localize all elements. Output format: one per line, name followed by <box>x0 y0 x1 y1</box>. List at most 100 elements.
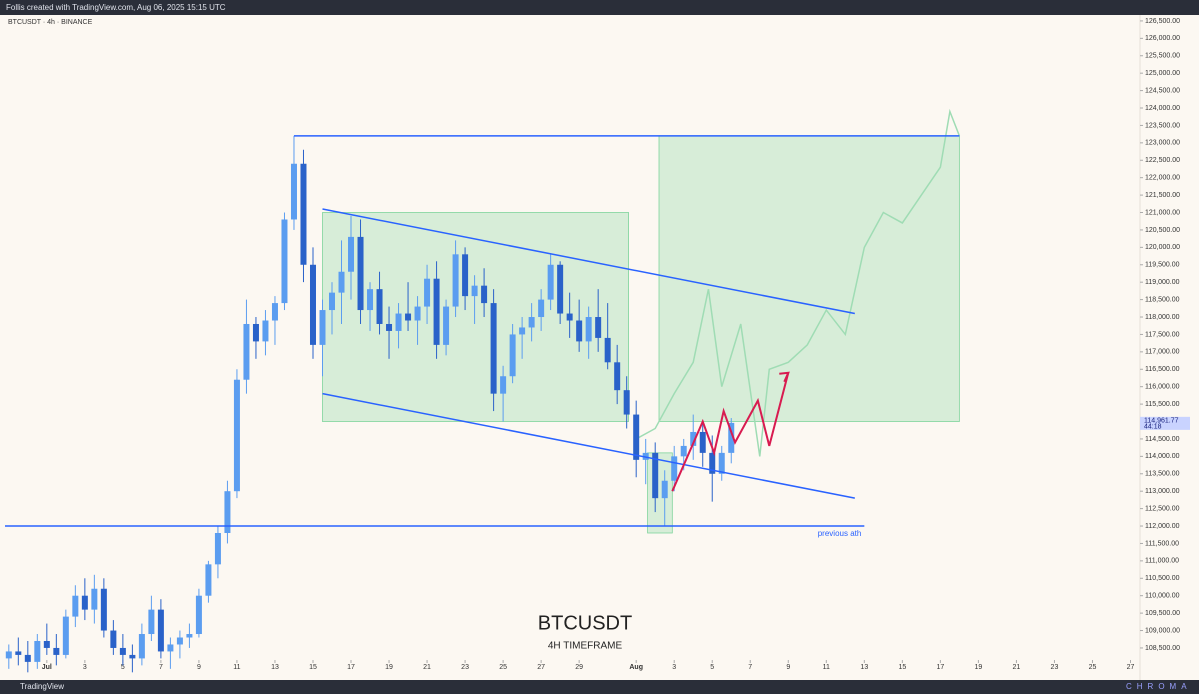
watermark: CHROMA <box>1126 682 1192 691</box>
brand: TradingView <box>20 682 64 691</box>
candle-body <box>129 654 136 659</box>
y-tick-label: 121,000.00 <box>1145 209 1180 216</box>
plot: 108,500.00 109,000.00 109,500.00 110,000.00… <box>5 18 1190 673</box>
candle-body <box>471 285 478 297</box>
x-tick-label: 13 <box>271 664 279 671</box>
y-tick-label: 113,000.00 <box>1145 488 1180 495</box>
candle-body <box>15 651 22 655</box>
watermark-title: BTCUSDT <box>538 612 632 634</box>
candle-body <box>528 317 535 328</box>
x-tick-label: 15 <box>309 664 317 671</box>
candle-body <box>157 609 164 652</box>
x-tick-label: 15 <box>898 664 906 671</box>
y-tick-label: 114,000.00 <box>1145 453 1180 460</box>
candle-body <box>680 445 687 457</box>
y-tick-label: 119,000.00 <box>1145 279 1180 286</box>
candle-body <box>433 278 440 345</box>
y-tick-label: 126,500.00 <box>1145 18 1180 25</box>
candle-body <box>633 414 640 460</box>
price-tag <box>1140 416 1190 430</box>
y-tick-label: 110,000.00 <box>1145 593 1180 600</box>
channel-line <box>322 392 855 499</box>
x-tick-label: 3 <box>672 664 676 671</box>
x-tick-label: 9 <box>786 664 790 671</box>
x-tick-label: 7 <box>159 664 163 671</box>
y-tick-label: 116,500.00 <box>1145 366 1180 373</box>
y-tick-label: 123,000.00 <box>1145 140 1180 147</box>
x-tick-label: 25 <box>1089 664 1097 671</box>
y-tick-label: 124,500.00 <box>1145 87 1180 94</box>
zone <box>658 135 960 422</box>
candle-body <box>699 431 706 453</box>
zone <box>322 212 629 422</box>
y-tick-label: 110,500.00 <box>1145 575 1180 582</box>
candle-body <box>652 452 659 499</box>
candle-body <box>205 564 212 596</box>
top-bar <box>0 0 1199 15</box>
candle-body <box>709 452 716 474</box>
x-tick-label: 13 <box>860 664 868 671</box>
candle-body <box>224 491 231 533</box>
x-tick-label: 29 <box>575 664 583 671</box>
candle-body <box>195 595 202 635</box>
candle-body <box>281 219 288 304</box>
candle-body <box>252 323 259 342</box>
countdown: 44:18 <box>1144 424 1162 431</box>
watermark-subtitle: 4H TIMEFRAME <box>548 641 623 652</box>
x-tick-label: 21 <box>1013 664 1021 671</box>
x-tick-label: 7 <box>748 664 752 671</box>
y-tick-label: 120,500.00 <box>1145 227 1180 234</box>
projection <box>635 108 961 457</box>
x-tick-label: 19 <box>385 664 393 671</box>
candle-body <box>138 634 145 659</box>
candle-body <box>718 452 725 474</box>
candle-body <box>357 236 364 311</box>
candle-body <box>319 310 326 345</box>
candle-body <box>595 317 602 338</box>
price-tag-label: 114,961.77 <box>1144 418 1179 425</box>
candle-body <box>538 299 545 318</box>
candle-body <box>395 313 402 331</box>
candle-body <box>585 317 592 342</box>
candle-body <box>576 320 583 342</box>
y-tick-label: 125,500.00 <box>1145 53 1180 60</box>
candle-body <box>623 390 630 415</box>
y-tick-label: 123,500.00 <box>1145 122 1180 129</box>
y-tick-label: 116,000.00 <box>1145 384 1180 391</box>
candle-body <box>329 292 336 311</box>
candle-body <box>233 379 240 492</box>
candle-body <box>290 163 297 220</box>
candle-body <box>386 323 393 331</box>
candle-body <box>414 306 421 321</box>
candle-body <box>500 376 507 394</box>
candle-body <box>462 254 469 297</box>
header-text: Follis created with TradingView.com, Aug… <box>6 3 226 12</box>
y-tick-label: 124,000.00 <box>1145 105 1180 112</box>
x-tick-label: 5 <box>121 664 125 671</box>
candle-body <box>243 323 250 380</box>
candle-body <box>62 616 69 655</box>
x-tick-label: 11 <box>823 664 830 671</box>
y-tick-label: 112,500.00 <box>1145 505 1180 512</box>
y-tick-label: 111,500.00 <box>1145 540 1179 547</box>
candle-body <box>119 647 126 655</box>
candle-body <box>176 637 183 645</box>
candle-body <box>100 588 107 631</box>
candle-body <box>661 480 668 499</box>
candle-body <box>452 254 459 307</box>
x-tick-label: 23 <box>461 664 469 671</box>
x-tick-label: 19 <box>975 664 983 671</box>
candle-body <box>300 163 307 265</box>
candle-body <box>348 236 355 272</box>
x-tick-label: 11 <box>233 664 240 671</box>
candle-body <box>110 630 117 648</box>
candle-body <box>24 654 31 662</box>
candle-body <box>443 306 450 345</box>
candle-body <box>186 634 193 638</box>
x-tick-label: 25 <box>499 664 507 671</box>
candle-body <box>148 609 155 635</box>
y-tick-label: 122,000.00 <box>1145 175 1180 182</box>
y-tick-label: 115,500.00 <box>1145 401 1180 408</box>
y-tick-label: 118,000.00 <box>1145 314 1180 321</box>
